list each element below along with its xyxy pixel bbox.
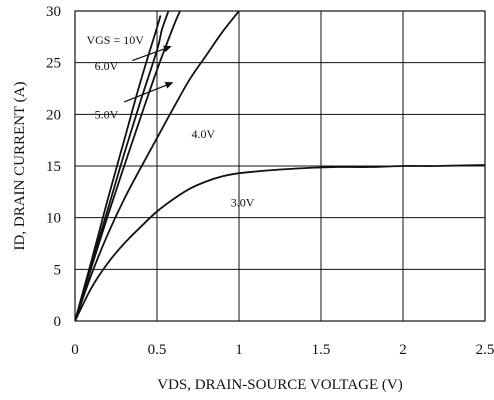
y-tick-label: 5: [54, 262, 62, 278]
series-line-1: [75, 11, 170, 321]
plot-frame: [74, 10, 486, 322]
y-tick-label: 10: [46, 211, 61, 227]
x-axis-label: VDS, DRAIN-SOURCE VOLTAGE (V): [157, 377, 402, 393]
x-tick-label: 2.5: [476, 342, 494, 358]
arrow-head: [163, 45, 172, 53]
x-tick-label: 0: [71, 342, 79, 358]
series-line-3: [75, 11, 240, 321]
series-annotation: 3.0V: [231, 195, 255, 209]
series-annotation: 6.0V: [95, 59, 119, 73]
y-axis-label: ID, DRAIN CURRENT (A): [12, 82, 28, 251]
series-group: [75, 11, 485, 321]
x-tick-label: 1.5: [312, 342, 331, 358]
annotation-group: VGS = 10V 6.0V 5.0V 4.0V 3.0V: [86, 33, 254, 209]
series-annotation: 5.0V: [95, 107, 119, 121]
y-tick-label: 30: [46, 4, 61, 20]
series-annotation: 4.0V: [191, 127, 215, 141]
grid: [75, 11, 485, 321]
y-tick-label: 25: [46, 56, 61, 72]
y-tick-labels: 0 5 10 15 20 25 30: [46, 4, 61, 330]
arrow-group: [123, 45, 174, 103]
y-tick-label: 20: [46, 107, 61, 123]
x-tick-labels: 0 0.5 1 1.5 2 2.5: [71, 342, 494, 358]
y-tick-label: 0: [54, 314, 62, 330]
x-tick-label: 0.5: [148, 342, 167, 358]
series-line-4: [75, 164, 485, 321]
annotation-arrow: [132, 48, 165, 62]
series-annotation: VGS = 10V: [86, 33, 144, 47]
arrow-head: [164, 82, 174, 89]
x-tick-label: 2: [399, 342, 407, 358]
x-tick-label: 1: [235, 342, 243, 358]
annotation-arrow: [123, 84, 167, 103]
y-tick-label: 15: [46, 159, 61, 175]
series-line-2: [75, 11, 181, 321]
